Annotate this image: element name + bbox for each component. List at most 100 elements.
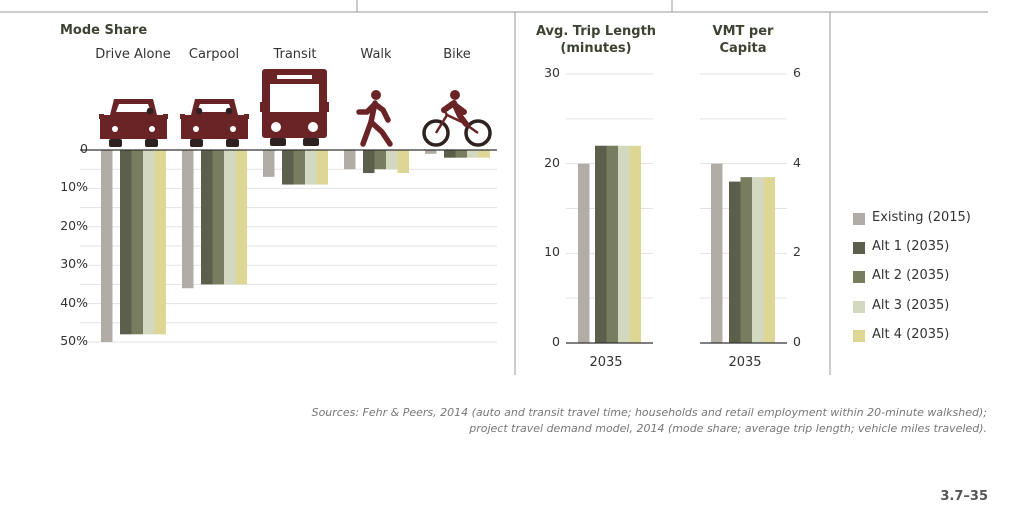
- car-mirror: [180, 114, 185, 119]
- y-tick-label: 20%: [60, 217, 88, 233]
- legend-swatch: [853, 213, 865, 225]
- bar-series-2: [740, 177, 752, 343]
- car-headlight: [193, 126, 199, 132]
- bar-walk-series-3: [386, 150, 398, 170]
- walker-body: [356, 100, 393, 147]
- bar-bike-series-2: [455, 150, 467, 158]
- category-label-carpool: Carpool: [188, 47, 240, 62]
- y-tick-label: 0: [793, 334, 801, 349]
- car-windshield: [116, 104, 151, 112]
- bar-series-1: [729, 181, 741, 343]
- vmt-title-line-2: Capita: [719, 41, 767, 56]
- car-headlight: [112, 126, 118, 132]
- car-headlight: [230, 126, 236, 132]
- category-label-transit: Transit: [273, 47, 317, 62]
- car-wheel: [109, 139, 122, 147]
- legend-label: Alt 1 (2035): [872, 239, 950, 254]
- bar-bike-series-1: [444, 150, 456, 158]
- passenger-head: [225, 107, 233, 115]
- bar-carpool-series-4: [235, 150, 247, 285]
- cyclist-body: [441, 100, 469, 127]
- car-mirror: [163, 114, 168, 119]
- bar-series-0: [711, 163, 723, 343]
- bus-icon: [260, 69, 329, 146]
- legend-swatch: [853, 242, 865, 254]
- bike-wheel: [464, 119, 492, 147]
- bar-walk-series-2: [374, 150, 386, 170]
- legend-swatch: [853, 271, 865, 283]
- bar-carpool-series-1: [201, 150, 213, 285]
- bar-drive-alone-series-3: [143, 150, 155, 335]
- vmt-x-label: 2035: [728, 355, 762, 370]
- bar-transit-series-3: [305, 150, 317, 185]
- bar-series-0: [578, 163, 590, 343]
- bar-transit-series-0: [263, 150, 275, 177]
- bar-walk-series-1: [363, 150, 375, 174]
- car-windshield: [197, 104, 232, 112]
- trip-length-title-line-2: (minutes): [560, 41, 632, 56]
- car-body: [100, 115, 167, 139]
- walker-head: [371, 90, 381, 100]
- bar-series-2: [606, 145, 618, 343]
- walking-person-icon: [356, 90, 393, 147]
- bar-carpool-series-3: [224, 150, 236, 285]
- passenger-head: [146, 107, 154, 115]
- car-wheel: [190, 139, 203, 147]
- bar-series-3: [618, 145, 630, 343]
- mode-share-title: Mode Share: [60, 23, 148, 38]
- vmt-title-line-1: VMT per: [712, 24, 774, 39]
- sources-line-2: project travel demand model, 2014 (mode …: [469, 422, 987, 435]
- page-number: 3.7–35: [940, 489, 988, 504]
- legend-label: Alt 4 (2035): [872, 327, 950, 342]
- vmt-title: VMT per Capita: [713, 23, 774, 57]
- passenger-head: [195, 107, 203, 115]
- bus-mirror: [260, 102, 264, 112]
- bar-transit-series-4: [316, 150, 328, 185]
- bar-carpool-series-2: [212, 150, 224, 285]
- bus-sign: [277, 75, 312, 79]
- sources-note: Sources: Fehr & Peers, 2014 (auto and tr…: [312, 405, 987, 437]
- y-tick-label: 4: [793, 154, 801, 170]
- car-single-occupant-icon: [99, 99, 168, 147]
- bus-headlight: [271, 122, 281, 132]
- y-tick-label: 2: [793, 244, 801, 260]
- car-carpool-icon: [180, 99, 249, 147]
- trip-length-title: Avg. Trip Length (minutes): [536, 23, 656, 57]
- legend-label: Alt 2 (2035): [872, 268, 950, 283]
- bar-drive-alone-series-0: [101, 150, 113, 342]
- car-body: [181, 115, 248, 139]
- trip-length-title-line-1: Avg. Trip Length: [535, 24, 657, 39]
- legend-label: Existing (2015): [872, 210, 971, 225]
- bar-series-4: [763, 177, 775, 343]
- bus-wheel: [270, 138, 286, 146]
- y-tick-label: 50%: [60, 333, 88, 348]
- bar-walk-series-0: [344, 150, 356, 170]
- bus-mirror: [325, 102, 329, 112]
- bicycle-icon: [422, 90, 492, 147]
- bar-series-3: [752, 177, 764, 343]
- bar-carpool-series-0: [182, 150, 194, 289]
- bar-bike-series-4: [478, 150, 490, 158]
- bus-headlight: [308, 122, 318, 132]
- bar-drive-alone-series-1: [120, 150, 132, 335]
- bar-drive-alone-series-4: [154, 150, 166, 335]
- y-tick-label: 10: [544, 244, 560, 260]
- bar-series-4: [629, 145, 641, 343]
- car-mirror: [244, 114, 249, 119]
- bus-wheel: [303, 138, 319, 146]
- trip-length-x-label: 2035: [589, 355, 623, 370]
- bike-wheel: [422, 119, 450, 147]
- sources-line-1: Sources: Fehr & Peers, 2014 (auto and tr…: [311, 406, 987, 419]
- y-tick-label: 30%: [60, 256, 88, 272]
- bar-drive-alone-series-2: [131, 150, 143, 335]
- bar-series-1: [595, 145, 607, 343]
- bar-bike-series-0: [425, 150, 437, 154]
- bar-transit-series-1: [282, 150, 294, 185]
- y-tick-label: 10%: [60, 179, 88, 195]
- cyclist-head: [450, 90, 460, 100]
- bar-walk-series-4: [397, 150, 409, 174]
- category-label-drive-alone: Drive Alone: [95, 47, 171, 62]
- legend-swatch: [853, 330, 865, 342]
